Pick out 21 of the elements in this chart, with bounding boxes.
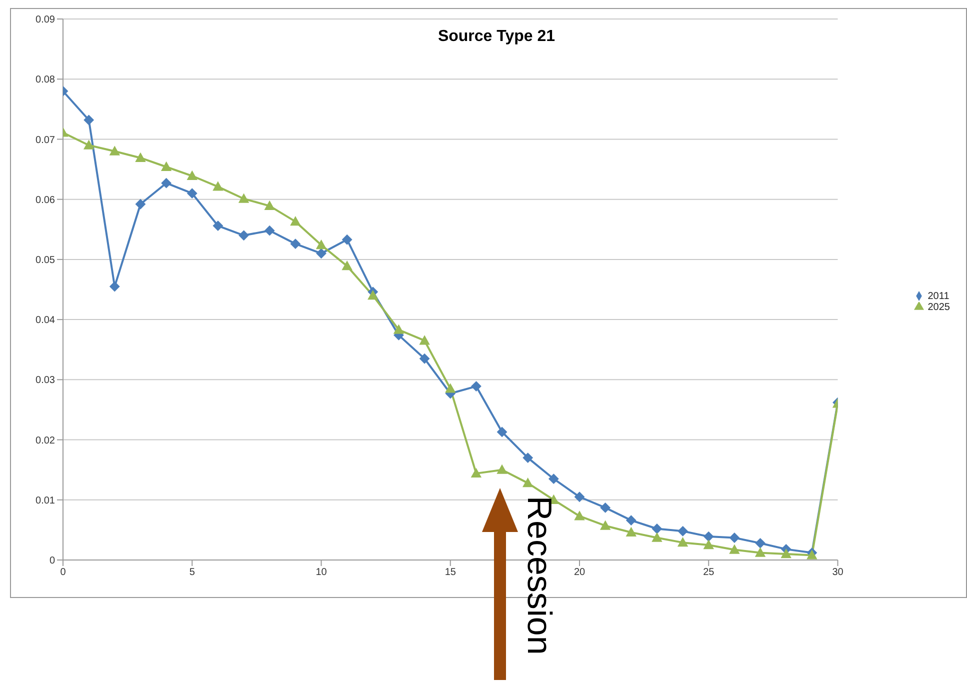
x-tick-label: 0 [60, 567, 66, 578]
x-tick-label: 15 [444, 567, 456, 578]
text: Source Type 21 [438, 28, 556, 45]
y-tick-label: 0.05 [36, 254, 56, 266]
x-tick-label: 20 [574, 567, 586, 578]
x-tick-label: 5 [189, 567, 196, 578]
x-tick-label: 30 [832, 567, 844, 578]
y-tick-label: 0.08 [36, 74, 56, 86]
legend-label: 2011 [928, 291, 950, 302]
x-tick-label: 25 [703, 567, 715, 578]
annotation: Recession [520, 496, 558, 655]
y-tick-label: 0.06 [36, 194, 56, 206]
y-tick-label: 0 [49, 556, 56, 567]
x-tick-label: 10 [316, 567, 328, 578]
y-tick-label: 0.03 [36, 375, 56, 386]
legend-label: 2025 [928, 302, 950, 313]
y-tick-label: 0.09 [36, 14, 56, 26]
y-tick-label: 0.01 [36, 495, 56, 506]
y-tick-label: 0.02 [36, 435, 56, 446]
y-tick-label: 0.07 [36, 134, 56, 146]
y-tick-label: 0.04 [36, 315, 56, 326]
